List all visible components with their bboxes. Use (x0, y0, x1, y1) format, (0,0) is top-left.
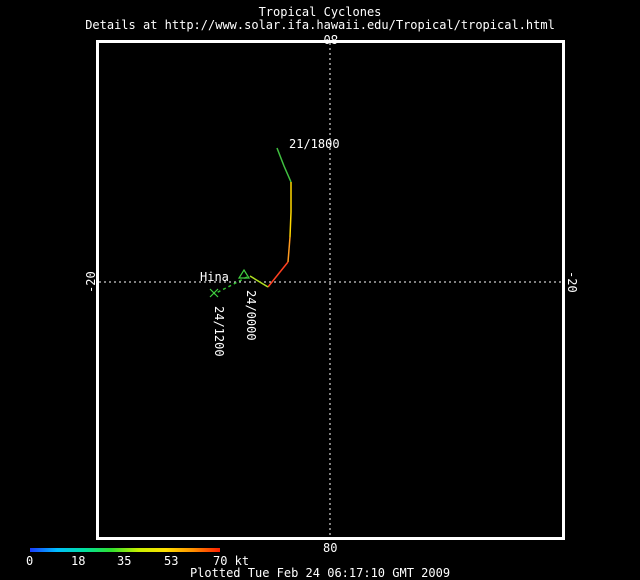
map-frame (96, 40, 565, 540)
current-position-marker (237, 268, 251, 279)
colorbar-tick-70: 70 kt (213, 554, 250, 568)
chart-title: Tropical Cyclones (258, 5, 382, 19)
track-label-forecast: 24/1200 (212, 306, 226, 357)
track-label-current: 24/0000 (244, 290, 258, 341)
track-segment-green (276, 147, 292, 183)
colorbar-tick-53: 53 (164, 554, 179, 568)
track-segment-orange (287, 236, 291, 263)
track-segment-forecast-dotted (213, 276, 248, 295)
track-segment-forecast (249, 275, 269, 288)
storm-track (213, 147, 292, 295)
colorbar-tick-18: 18 (71, 554, 86, 568)
colorbar-tick-0: 0 (26, 554, 34, 568)
forecast-position-marker (209, 288, 219, 298)
track-segment-red (267, 261, 289, 288)
details-url[interactable]: Details at http://www.solar.ifa.hawaii.e… (85, 18, 555, 32)
colorbar-tick-35: 35 (117, 554, 132, 568)
longitude-label-top: 80 (323, 32, 338, 46)
latitude-label-left: -20 (84, 271, 98, 293)
longitude-label-bottom: 80 (323, 541, 338, 555)
plotted-timestamp: Plotted Tue Feb 24 06:17:10 GMT 2009 (189, 566, 451, 580)
latitude-label-right: -20 (565, 271, 579, 293)
intensity-colorbar (30, 548, 220, 552)
track-label-start: 21/1800 (289, 137, 340, 151)
storm-name-label: Hina (200, 270, 229, 284)
track-segment-yellow (289, 182, 292, 238)
